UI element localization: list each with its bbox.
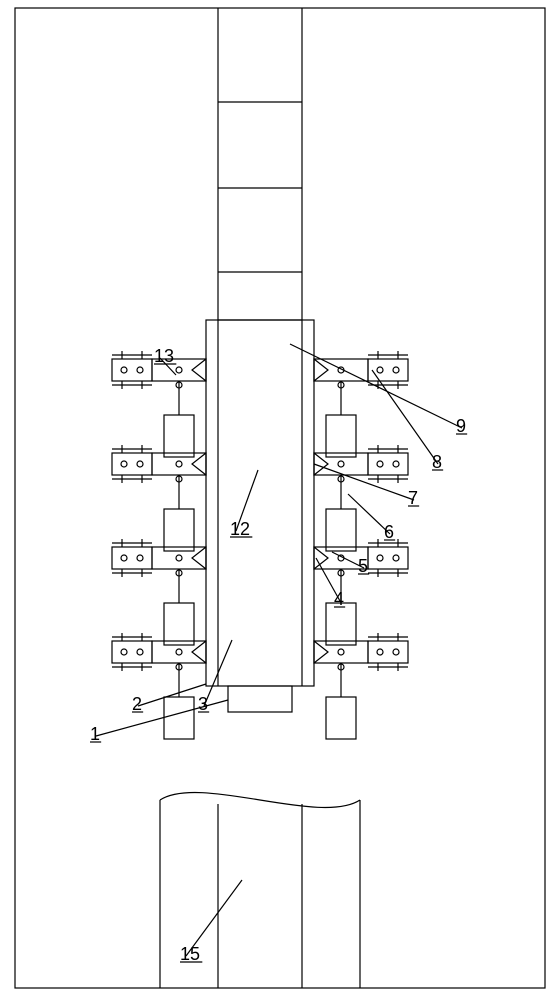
svg-text:3: 3 xyxy=(198,694,208,714)
label-15: 15 xyxy=(180,880,242,964)
label-13: 13 xyxy=(154,346,176,375)
svg-text:6: 6 xyxy=(384,522,394,542)
svg-text:7: 7 xyxy=(408,488,418,508)
clamp-unit-with-cylinder xyxy=(112,633,206,739)
svg-text:4: 4 xyxy=(334,589,344,609)
svg-text:5: 5 xyxy=(358,556,368,576)
engineering-diagram: 123121345678915 xyxy=(0,0,557,1000)
svg-text:1: 1 xyxy=(90,724,100,744)
clamp-unit-with-cylinder xyxy=(314,351,408,457)
svg-text:12: 12 xyxy=(230,519,250,539)
clamp-unit-with-cylinder xyxy=(314,633,408,739)
svg-text:9: 9 xyxy=(456,416,466,436)
clamp-unit-with-cylinder xyxy=(112,539,206,645)
svg-text:13: 13 xyxy=(154,346,174,366)
svg-text:2: 2 xyxy=(132,694,142,714)
svg-text:15: 15 xyxy=(180,944,200,964)
clamp-unit-with-cylinder xyxy=(314,539,408,645)
clamp-unit-with-cylinder xyxy=(112,351,206,457)
label-7: 7 xyxy=(314,464,419,508)
label-3: 3 xyxy=(198,640,232,714)
svg-text:8: 8 xyxy=(432,452,442,472)
clamp-unit-with-cylinder xyxy=(112,445,206,551)
label-12: 12 xyxy=(230,470,258,539)
